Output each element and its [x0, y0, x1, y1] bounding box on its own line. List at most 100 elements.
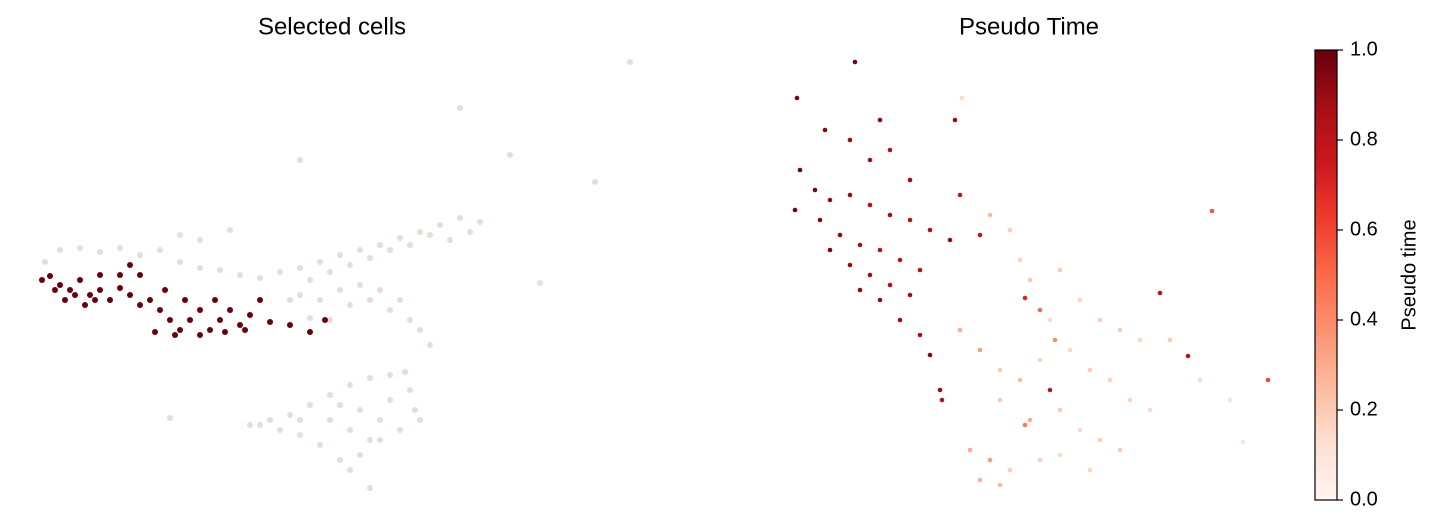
- cell-point: [97, 272, 103, 278]
- cell-point: [77, 245, 83, 251]
- cell-point: [307, 315, 313, 321]
- cell-point: [117, 245, 123, 251]
- cell-point: [377, 417, 383, 423]
- cell-point: [177, 327, 183, 333]
- cell-point: [887, 212, 893, 218]
- cell-point: [1027, 277, 1033, 283]
- cell-point: [277, 427, 283, 433]
- cell-point: [127, 262, 133, 268]
- cell-point: [347, 427, 353, 433]
- cell-point: [187, 317, 193, 323]
- cell-point: [997, 397, 1003, 403]
- cell-point: [852, 59, 858, 65]
- cell-point: [407, 387, 413, 393]
- colorbar-tick-label: 0.4: [1350, 308, 1378, 330]
- cell-point: [417, 417, 423, 423]
- cell-point: [147, 297, 153, 303]
- cell-point: [207, 327, 213, 333]
- cell-point: [937, 387, 943, 393]
- cell-point: [287, 297, 293, 303]
- cell-point: [327, 317, 333, 323]
- cell-point: [402, 369, 408, 375]
- cell-point: [377, 242, 383, 248]
- cell-point: [337, 402, 343, 408]
- cell-point: [167, 415, 173, 421]
- cell-point: [897, 257, 903, 263]
- cell-point: [417, 229, 423, 235]
- cell-point: [1007, 467, 1013, 473]
- cell-point: [177, 232, 183, 238]
- cell-point: [1227, 397, 1233, 403]
- cell-point: [1052, 337, 1058, 343]
- cell-point: [42, 259, 48, 265]
- cell-point: [467, 229, 473, 235]
- cell-point: [907, 177, 913, 183]
- cell-point: [357, 247, 363, 253]
- cell-point: [327, 269, 333, 275]
- cell-point: [197, 332, 203, 338]
- cell-point: [537, 280, 543, 286]
- cell-point: [447, 237, 453, 243]
- cell-point: [387, 247, 393, 253]
- cell-point: [127, 292, 133, 298]
- cell-point: [1265, 377, 1271, 383]
- cell-point: [92, 297, 98, 303]
- cell-point: [794, 95, 800, 101]
- cell-point: [907, 217, 913, 223]
- cell-point: [412, 407, 418, 413]
- cell-point: [39, 277, 45, 283]
- panel-title: Selected cells: [258, 13, 406, 40]
- cell-point: [357, 407, 363, 413]
- cell-point: [1087, 467, 1093, 473]
- cell-point: [157, 247, 163, 253]
- cell-point: [287, 322, 293, 328]
- cell-point: [1017, 377, 1023, 383]
- cell-point: [592, 179, 598, 185]
- cell-point: [237, 322, 243, 328]
- cell-point: [297, 432, 303, 438]
- cell-point: [1147, 407, 1153, 413]
- cell-point: [47, 273, 53, 279]
- cell-point: [867, 202, 873, 208]
- cell-point: [867, 157, 873, 163]
- cell-point: [227, 227, 233, 233]
- cell-point: [887, 147, 893, 153]
- cell-point: [367, 375, 373, 381]
- cell-point: [397, 427, 403, 433]
- cell-point: [407, 317, 413, 323]
- cell-point: [1209, 208, 1215, 214]
- cell-point: [847, 262, 853, 268]
- cell-point: [1007, 227, 1013, 233]
- cell-point: [797, 167, 803, 173]
- cell-point: [457, 215, 463, 221]
- colorbar-tick-label: 1.0: [1350, 38, 1378, 60]
- cell-point: [377, 437, 383, 443]
- cell-point: [1027, 417, 1033, 423]
- cell-point: [337, 457, 343, 463]
- cell-point: [182, 297, 188, 303]
- colorbar-label: Pseudo time: [1398, 219, 1420, 330]
- cell-point: [792, 207, 798, 213]
- cell-point: [367, 485, 373, 491]
- cell-point: [917, 332, 923, 338]
- cell-point: [437, 222, 443, 228]
- cell-point: [157, 307, 163, 313]
- cell-point: [82, 302, 88, 308]
- cell-point: [177, 259, 183, 265]
- cell-point: [307, 402, 313, 408]
- cell-point: [297, 265, 303, 271]
- cell-point: [397, 235, 403, 241]
- cell-point: [967, 447, 973, 453]
- cell-point: [237, 272, 243, 278]
- cell-point: [857, 287, 863, 293]
- cell-point: [217, 317, 223, 323]
- cell-point: [347, 262, 353, 268]
- cell-point: [1087, 367, 1093, 373]
- cell-point: [822, 127, 828, 133]
- cell-point: [397, 297, 403, 303]
- cell-point: [987, 212, 993, 218]
- cell-point: [137, 302, 143, 308]
- cell-point: [867, 272, 873, 278]
- cell-point: [347, 467, 353, 473]
